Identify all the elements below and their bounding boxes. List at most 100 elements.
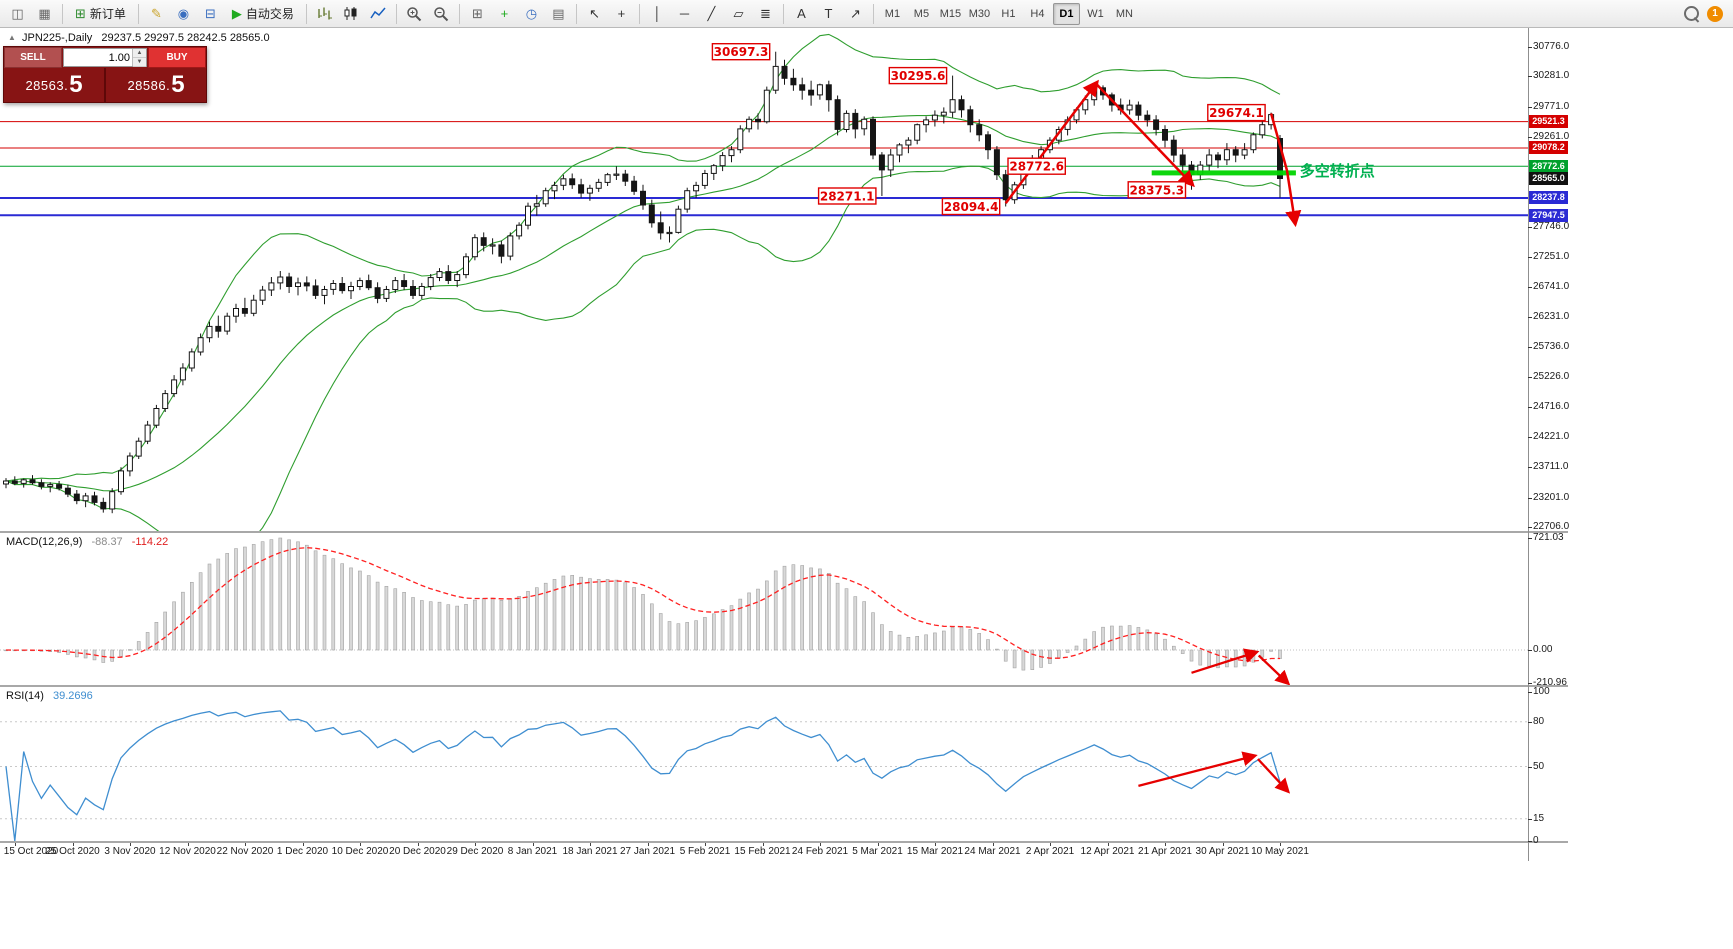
x-axis-tick <box>877 843 879 846</box>
macd-bar <box>313 550 318 651</box>
templates[interactable]: ▤ <box>552 5 565 21</box>
zoom-in-icon[interactable] <box>402 2 427 26</box>
trend-arrow[interactable] <box>1004 79 1099 204</box>
buy-button[interactable]: BUY <box>148 47 206 68</box>
x-axis-label: 5 Feb 2021 <box>679 846 731 857</box>
volume-input[interactable] <box>64 49 132 66</box>
candle-body <box>772 65 779 91</box>
panel-splitter[interactable] <box>0 841 1568 843</box>
macd-bar <box>800 565 805 651</box>
macd-axis-label: 0.00 <box>1533 644 1553 655</box>
bar-chart-icon[interactable] <box>312 2 337 26</box>
candle-body <box>799 84 806 91</box>
y-axis-tick <box>1528 106 1532 108</box>
candle-body <box>560 178 567 186</box>
fibonacci[interactable]: ≣ <box>759 5 771 21</box>
panel-splitter[interactable] <box>0 531 1568 533</box>
trendline[interactable]: ╱ <box>707 5 716 21</box>
trend-arrow[interactable] <box>1257 654 1291 685</box>
new-order-button[interactable]: ⊞ 新订单 <box>75 5 126 22</box>
vertical-line[interactable]: │ <box>653 6 662 21</box>
timeframe-m5[interactable]: M5 <box>913 7 930 20</box>
trend-arrow[interactable] <box>1269 113 1302 228</box>
trend-arrow[interactable] <box>1191 648 1260 674</box>
candle-body <box>489 244 496 247</box>
candle-body <box>118 470 124 493</box>
autotrading-button[interactable]: ▶ 自动交易 <box>231 5 294 22</box>
macd-bar <box>304 544 309 651</box>
x-axis-tick <box>820 843 821 846</box>
macd-bar <box>703 617 707 651</box>
x-axis-label: 8 Jan 2021 <box>507 846 558 857</box>
price-chart[interactable]: 30697.3 30295.6 29674.1 28772.6 28271.1 28094… <box>0 28 1528 531</box>
sell-price[interactable]: 28563. 5 <box>4 68 106 102</box>
timeframe-mn[interactable]: MN <box>1115 7 1133 20</box>
volume-up-icon[interactable]: ▲ <box>133 49 146 58</box>
volume-down-icon[interactable]: ▼ <box>133 58 146 67</box>
trend-arrow[interactable] <box>1138 751 1258 788</box>
candle-body <box>1126 104 1133 111</box>
macd-bar <box>1154 633 1158 651</box>
candle-body <box>109 491 116 510</box>
timeframe-h1[interactable]: H1 <box>1001 7 1016 20</box>
candle-body <box>808 89 815 96</box>
candlestick-icon[interactable] <box>339 2 364 26</box>
support-band[interactable] <box>1151 170 1296 176</box>
trend-arrow[interactable] <box>1095 82 1195 188</box>
one-click-toggle-icon[interactable]: ▲ <box>8 33 16 42</box>
crosshair[interactable]: + <box>617 6 626 21</box>
data-window[interactable]: ⊟ <box>204 5 216 21</box>
price-annotation[interactable]: 29674.1 <box>1207 103 1266 122</box>
cursor[interactable]: ↖ <box>588 5 600 21</box>
macd-bar <box>641 594 645 651</box>
price-annotation[interactable]: 28375.3 <box>1127 181 1187 199</box>
price-annotation[interactable]: 28094.4 <box>941 197 1001 216</box>
notification-badge[interactable]: 1 <box>1707 5 1723 22</box>
buy-price[interactable]: 28586. 5 <box>127 71 185 98</box>
text-tool[interactable]: A <box>797 6 806 21</box>
candle-body <box>657 222 664 234</box>
candle-body <box>666 231 673 235</box>
rsi-label-line: RSI(14) 39.2696 <box>6 690 93 702</box>
macd-bar <box>579 576 583 651</box>
macd-bar <box>995 648 999 651</box>
timeframe-h4[interactable]: H4 <box>1030 7 1045 20</box>
equidistant-channel[interactable]: ▱ <box>733 5 744 21</box>
tile-windows[interactable]: ⊞ <box>471 5 483 21</box>
new-chart[interactable]: ◫ <box>11 5 24 21</box>
label-tool[interactable]: T <box>824 6 833 21</box>
rsi-panel[interactable] <box>0 687 1528 841</box>
timeframe-d1[interactable]: D1 <box>1052 2 1080 25</box>
horizontal-line[interactable]: ─ <box>679 6 690 21</box>
arrows-tool[interactable]: ↗ <box>849 5 861 21</box>
price-annotation[interactable]: 30295.6 <box>888 66 948 85</box>
indicators-add[interactable]: + <box>500 6 509 21</box>
metaeditor[interactable]: ✎ <box>150 5 162 21</box>
toolbar-separator <box>782 3 784 24</box>
panel-splitter[interactable] <box>0 685 1568 687</box>
trend-arrow[interactable] <box>1257 758 1291 794</box>
timeframe-w1[interactable]: W1 <box>1087 7 1104 20</box>
macd-panel[interactable] <box>0 533 1528 685</box>
macd-axis-label: 721.03 <box>1533 532 1564 544</box>
candle-body <box>463 256 469 276</box>
profiles[interactable]: ▦ <box>38 5 51 21</box>
macd-bar <box>897 634 902 651</box>
timeframe-m30[interactable]: M30 <box>968 7 991 20</box>
market-watch[interactable]: ◉ <box>177 5 190 21</box>
price-annotation[interactable]: 28271.1 <box>817 187 877 205</box>
price-annotation[interactable]: 30697.3 <box>711 42 771 61</box>
x-axis-tick <box>360 843 361 846</box>
zoom-out-icon[interactable] <box>429 2 454 26</box>
sell-button[interactable]: SELL <box>4 47 62 68</box>
toolbar-separator <box>638 3 640 24</box>
one-click-trading-panel: SELL ▲ ▼ BUY 28563. 5 28586. 5 <box>3 46 207 103</box>
line-chart-icon[interactable] <box>366 2 391 26</box>
search-icon[interactable] <box>1684 6 1699 21</box>
timeframe-m15[interactable]: M15 <box>939 7 962 20</box>
timeframe-m1[interactable]: M1 <box>884 7 901 20</box>
macd-bar <box>649 603 654 651</box>
price-annotation[interactable]: 28772.6 <box>1007 157 1066 175</box>
periods[interactable]: ◷ <box>525 5 538 21</box>
candle-body <box>728 149 735 157</box>
